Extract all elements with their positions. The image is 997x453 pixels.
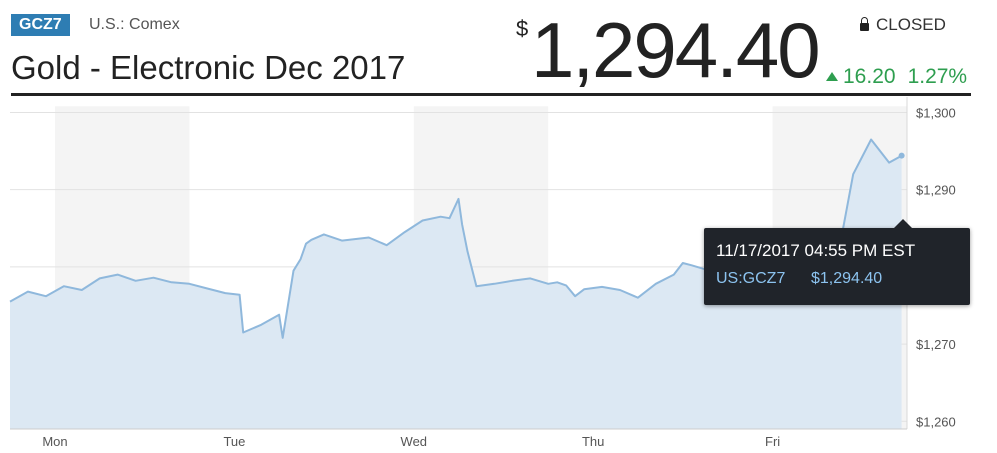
x-tick-label: Fri [765, 434, 780, 449]
lock-icon [860, 17, 869, 31]
instrument-title: Gold - Electronic Dec 2017 [11, 49, 406, 86]
tooltip-value: $1,294.40 [811, 270, 883, 287]
y-tick-label: $1,300 [916, 105, 956, 120]
last-price: 1,294.40 [531, 6, 821, 94]
change-value: 16.20 [843, 65, 896, 88]
y-tick-label: $1,290 [916, 183, 956, 198]
price-area [10, 139, 902, 429]
ticker-badge: GCZ7 [11, 14, 70, 36]
y-tick-label: $1,270 [916, 337, 956, 352]
chart-tooltip: 11/17/2017 04:55 PM EST US:GCZ7 $1,294.4… [704, 219, 970, 305]
market-status-label: CLOSED [876, 15, 946, 34]
market-status: CLOSED [860, 14, 946, 36]
currency-symbol: $ [516, 16, 529, 41]
tooltip-datetime: 11/17/2017 04:55 PM EST [716, 241, 916, 260]
exchange-label: U.S.: Comex [89, 16, 180, 33]
x-tick-label: Mon [42, 434, 67, 449]
up-arrow-icon [826, 72, 838, 81]
title-underline [11, 93, 971, 96]
price-change: 16.20 1.27% [826, 64, 967, 90]
change-percent: 1.27% [907, 65, 968, 88]
last-point-marker [898, 152, 905, 159]
x-tick-label: Tue [223, 434, 245, 449]
tooltip-symbol: US:GCZ7 [716, 270, 786, 287]
x-tick-label: Wed [401, 434, 428, 449]
x-tick-label: Thu [582, 434, 604, 449]
y-tick-label: $1,260 [916, 414, 956, 429]
